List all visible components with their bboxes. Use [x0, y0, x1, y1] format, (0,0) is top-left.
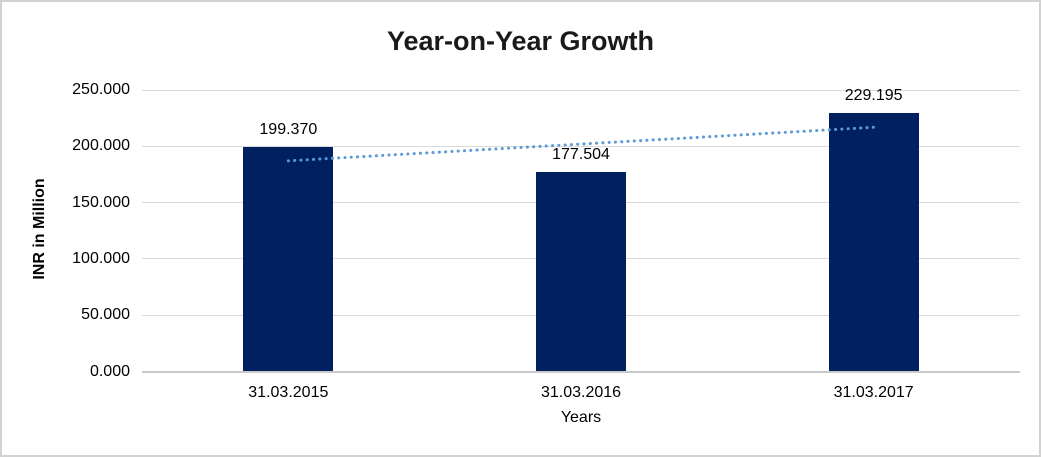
- bar: [828, 113, 919, 372]
- bar-value-label: 199.370: [259, 121, 318, 138]
- bar: [536, 171, 626, 372]
- bar-value-label: 177.504: [552, 145, 610, 163]
- x-tick-label: 31.03.2017: [833, 384, 914, 401]
- y-tick-label: 50.000: [81, 306, 130, 324]
- gridline: [142, 89, 1020, 91]
- y-tick-label: 200.000: [72, 137, 130, 155]
- x-axis-title: Years: [560, 409, 602, 426]
- x-axis-line: [142, 370, 1020, 373]
- bar: [243, 147, 334, 372]
- y-tick-label: 250.000: [72, 81, 130, 98]
- y-tick-label: 150.000: [72, 193, 130, 211]
- y-tick-label: 0.000: [89, 362, 130, 380]
- bar-value-label: 229.195: [844, 87, 903, 105]
- x-tick-label: 31.03.2016: [540, 384, 622, 401]
- y-tick-label: 100.000: [72, 249, 130, 267]
- chart-title: Year-on-Year Growth: [386, 26, 655, 56]
- x-tick-label: 31.03.2015: [248, 384, 329, 401]
